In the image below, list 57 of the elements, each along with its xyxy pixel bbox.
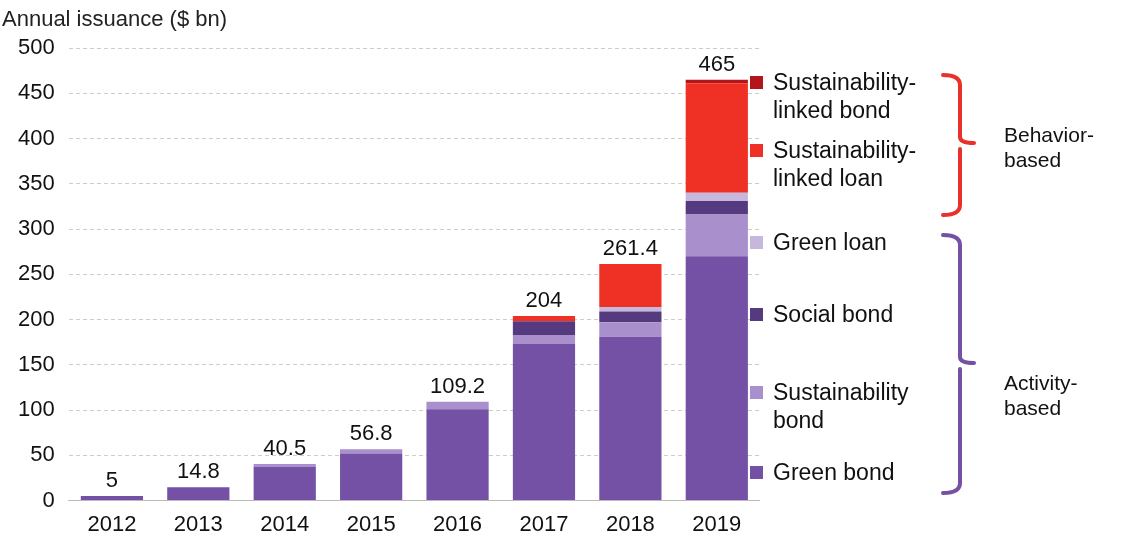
x-tick-label: 2019: [692, 510, 742, 536]
legend-label: Green bond: [773, 458, 896, 486]
bar: [685, 256, 748, 501]
total-label: 56.8: [349, 420, 393, 446]
legend-label: Green loan: [773, 228, 888, 256]
bar: [426, 409, 489, 501]
y-tick-label: 100: [17, 396, 55, 422]
bar: [685, 83, 748, 193]
bar: [253, 467, 316, 501]
bar: [685, 192, 748, 201]
y-tick-label: 200: [17, 305, 55, 331]
y-tick-label: 150: [17, 350, 55, 376]
legend-label: Sustainability bond: [773, 378, 910, 434]
x-tick-label: 2016: [433, 510, 483, 536]
y-tick-label: 300: [17, 215, 55, 241]
bar: [340, 449, 403, 454]
legend-label: Sustainability-linked bond: [773, 68, 918, 124]
x-tick-label: 2012: [87, 510, 137, 536]
x-tick-label: 2015: [346, 510, 396, 536]
x-tick-label: 2018: [605, 510, 655, 536]
bar: [512, 344, 576, 501]
bar: [685, 214, 748, 257]
bar: [599, 263, 662, 307]
x-tick-label: 2013: [173, 510, 223, 536]
text: Activity-based: [1004, 370, 1079, 420]
total-label: 261.4: [602, 235, 658, 261]
bar: [599, 322, 662, 337]
x-tick-label: 2017: [519, 510, 569, 536]
x-tick-label: 2014: [260, 510, 310, 536]
total-label: 14.8: [176, 458, 220, 484]
total-label: 465: [698, 50, 736, 76]
legend-label: Sustainability-linked loan: [773, 136, 918, 192]
bar: [340, 453, 403, 501]
text: Behavior-based: [1004, 122, 1095, 172]
bar: [685, 200, 748, 215]
y-tick-label: 250: [17, 260, 55, 286]
y-tick-label: 350: [17, 169, 55, 195]
y-tick-label: 50: [30, 441, 55, 467]
total-label: 204: [525, 287, 563, 312]
bar: [512, 334, 576, 344]
bar: [253, 463, 316, 468]
y-tick-label: 450: [17, 79, 55, 105]
bar: [426, 401, 489, 410]
legend-label: Social bond: [773, 300, 895, 328]
y-tick-label: 500: [17, 34, 55, 60]
total-label: 109.2: [430, 372, 486, 398]
bar: [599, 311, 662, 323]
y-axis-title: Annual issuance ($ bn): [2, 6, 228, 32]
total-label: 40.5: [263, 435, 307, 460]
y-tick-label: 0: [42, 486, 55, 512]
y-tick-label: 400: [17, 124, 55, 150]
bar: [512, 321, 576, 335]
bar: [80, 496, 144, 501]
bar: [599, 336, 662, 501]
bar: [167, 487, 230, 501]
bar: [512, 315, 576, 322]
total-label: 5: [105, 467, 119, 493]
